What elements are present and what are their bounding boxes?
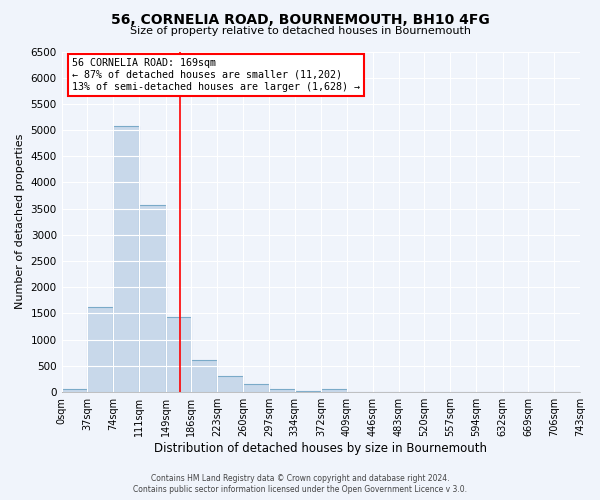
Bar xyxy=(88,306,113,392)
Bar xyxy=(113,126,139,392)
Bar xyxy=(62,390,88,392)
Bar xyxy=(217,376,243,392)
Text: 56 CORNELIA ROAD: 169sqm
← 87% of detached houses are smaller (11,202)
13% of se: 56 CORNELIA ROAD: 169sqm ← 87% of detach… xyxy=(72,58,360,92)
Bar xyxy=(166,317,191,392)
Text: Size of property relative to detached houses in Bournemouth: Size of property relative to detached ho… xyxy=(130,26,470,36)
Bar xyxy=(191,360,217,392)
Bar xyxy=(139,204,166,392)
Bar xyxy=(321,390,347,392)
Bar xyxy=(269,389,295,392)
Y-axis label: Number of detached properties: Number of detached properties xyxy=(15,134,25,310)
Text: Contains HM Land Registry data © Crown copyright and database right 2024.
Contai: Contains HM Land Registry data © Crown c… xyxy=(133,474,467,494)
X-axis label: Distribution of detached houses by size in Bournemouth: Distribution of detached houses by size … xyxy=(154,442,487,455)
Text: 56, CORNELIA ROAD, BOURNEMOUTH, BH10 4FG: 56, CORNELIA ROAD, BOURNEMOUTH, BH10 4FG xyxy=(110,12,490,26)
Bar xyxy=(243,384,269,392)
Bar xyxy=(295,391,321,392)
